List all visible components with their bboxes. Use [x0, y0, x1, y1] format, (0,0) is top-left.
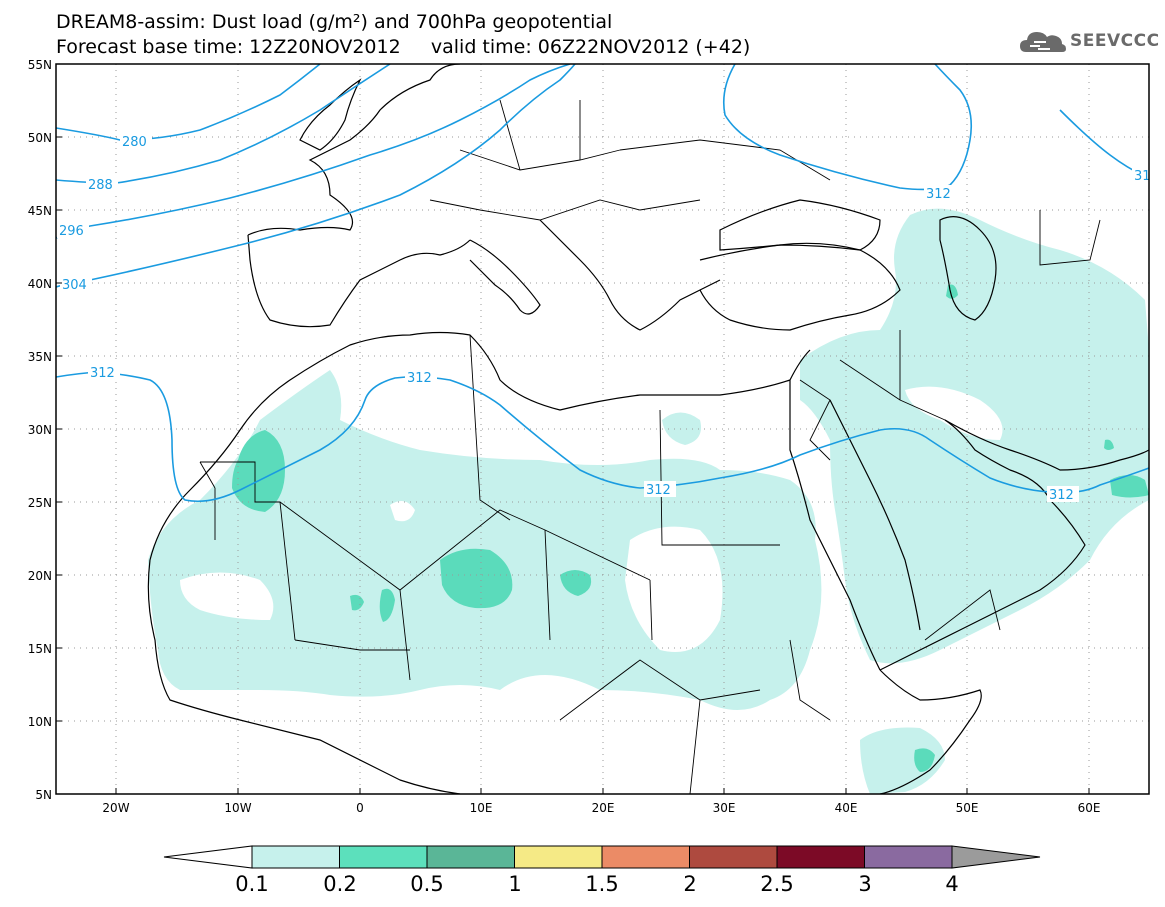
lat-label: 25N: [28, 496, 52, 510]
contour-label: 312: [926, 187, 951, 202]
lon-label: 10E: [470, 801, 493, 815]
geopotential-contours: [56, 64, 1149, 503]
lon-label: 60E: [1078, 801, 1101, 815]
lat-label: 40N: [28, 277, 52, 291]
colorbar-box: [514, 845, 603, 869]
colorbar-box: [601, 845, 690, 869]
dust-layer: [148, 208, 1149, 794]
colorbar-label: 1: [508, 872, 521, 896]
contour-label: 312: [1049, 488, 1074, 503]
seevccc-logo: SEEVCCC: [1018, 24, 1160, 60]
lon-label: 40E: [835, 801, 858, 815]
logo-text: SEEVCCC: [1070, 31, 1160, 51]
lon-label: 0: [356, 801, 364, 815]
colorbar-box: [776, 845, 865, 869]
colorbar-label: 4: [945, 872, 958, 896]
contour-label: 312: [407, 371, 432, 386]
lat-label: 5N: [35, 788, 52, 802]
colorbar-box: [339, 845, 428, 869]
contour-label: 280: [122, 135, 147, 150]
lat-label: 15N: [28, 642, 52, 656]
dust-medium-regions: [232, 284, 1149, 772]
colorbar-label: 3: [858, 872, 871, 896]
lat-label: 10N: [28, 715, 52, 729]
lat-label: 50N: [28, 131, 52, 145]
dust-light-regions: [148, 208, 1149, 794]
colorbar-label: 0.1: [235, 872, 268, 896]
colorbar-label: 0.5: [410, 872, 443, 896]
contour-label: 312: [646, 483, 671, 498]
lon-label: 20W: [102, 801, 129, 815]
longitude-labels: 20W 10W 0 10E 20E 30E 40E 50E 60E: [102, 801, 1100, 815]
contour-label: 31: [1134, 169, 1151, 184]
lat-label: 35N: [28, 350, 52, 364]
contour-312-east: [722, 64, 973, 191]
contour-label: 312: [90, 366, 115, 381]
country-borders: [199, 99, 1101, 794]
contour-label: 288: [88, 178, 113, 193]
colorbar-labels: 0.1 0.2 0.5 1 1.5 2 2.5 3 4: [235, 872, 958, 896]
lat-label: 30N: [28, 423, 52, 437]
colorbar-box: [864, 845, 953, 869]
colorbar-max-arrow: [951, 845, 1041, 869]
lon-label: 10W: [224, 801, 251, 815]
dust-white-holes: [180, 386, 1003, 652]
coastlines: [147, 64, 1149, 794]
colorbar-label: 2: [683, 872, 696, 896]
lat-label: 45N: [28, 204, 52, 218]
lon-label: 20E: [592, 801, 615, 815]
colorbar-label: 1.5: [585, 872, 618, 896]
chart-title: DREAM8-assim: Dust load (g/m²) and 700hP…: [56, 11, 613, 33]
lon-label: 50E: [956, 801, 979, 815]
contour-312-west: [56, 371, 1149, 503]
contour-labels: 280 288 296 304 312 312 312 312 312 31: [57, 133, 1152, 503]
contour-label: 296: [59, 224, 84, 239]
cloud-icon: [1020, 32, 1066, 52]
colorbar-box: [689, 845, 778, 869]
lon-label: 30E: [713, 801, 736, 815]
contour-304: [56, 64, 576, 288]
axis-ticks: [56, 63, 1090, 795]
colorbar-box: [426, 845, 515, 869]
contour-label: 304: [62, 278, 87, 293]
colorbar-boxes: [251, 845, 953, 869]
latitude-labels: 55N 50N 45N 40N 35N 30N 25N 20N 15N 10N …: [28, 58, 52, 802]
contour-296: [56, 64, 571, 239]
lat-label: 55N: [28, 58, 52, 72]
colorbar-label: 0.2: [323, 872, 356, 896]
colorbar-min-arrow: [163, 845, 253, 869]
colorbar: 0.1 0.2 0.5 1 1.5 2 2.5 3 4: [163, 845, 1041, 896]
lat-label: 20N: [28, 569, 52, 583]
contour-280: [56, 64, 321, 141]
colorbar-box: [251, 845, 340, 869]
chart-subtitle: Forecast base time: 12Z20NOV2012 valid t…: [56, 36, 751, 58]
graticule: [56, 64, 1149, 794]
colorbar-label: 2.5: [760, 872, 793, 896]
